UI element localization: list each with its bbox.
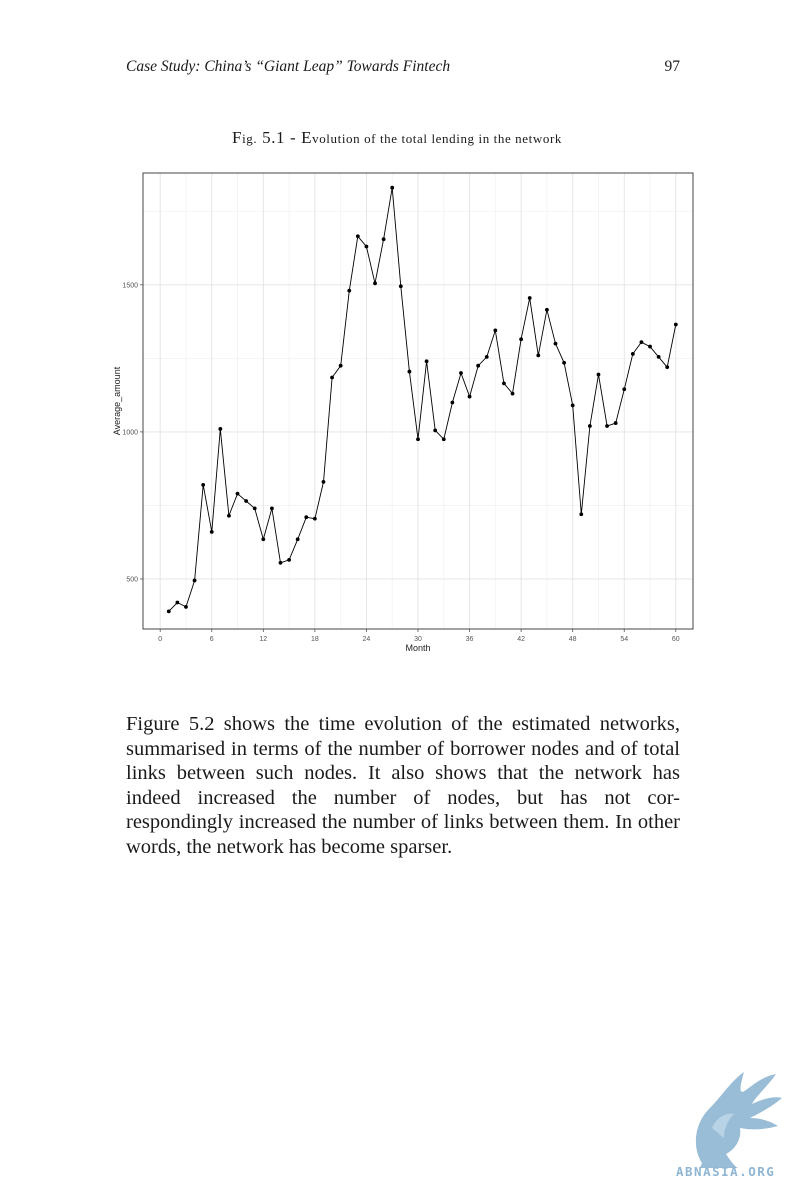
- data-point: [424, 359, 429, 364]
- data-point: [467, 394, 472, 399]
- data-point: [527, 296, 532, 300]
- caption-prefix: F: [232, 128, 243, 147]
- data-point: [493, 328, 498, 333]
- data-point: [252, 506, 257, 511]
- y-tick-label: 500: [126, 576, 138, 583]
- data-point: [459, 371, 463, 375]
- data-point: [605, 424, 609, 428]
- x-tick-label: 48: [569, 636, 577, 643]
- x-tick-label: 6: [210, 636, 214, 643]
- x-tick-label: 54: [620, 636, 628, 643]
- data-point: [321, 480, 326, 484]
- data-point: [338, 363, 343, 368]
- data-point: [166, 609, 171, 614]
- data-point: [235, 491, 240, 496]
- data-point: [579, 512, 584, 517]
- data-point: [630, 352, 635, 356]
- data-point: [433, 428, 438, 433]
- watermark-text: ABNASIA.ORG: [676, 1164, 776, 1179]
- caption-title-initial: E: [301, 128, 313, 147]
- data-point: [648, 344, 652, 349]
- data-point: [587, 424, 592, 428]
- data-point: [390, 185, 395, 190]
- data-point: [665, 365, 670, 370]
- data-point: [416, 437, 420, 442]
- data-point: [613, 421, 618, 425]
- data-point: [304, 515, 309, 520]
- data-point: [519, 337, 524, 342]
- data-point: [656, 354, 661, 359]
- y-tick-label: 1000: [122, 429, 138, 436]
- caption-number: 5.1 -: [262, 128, 302, 147]
- y-tick-label: 1500: [122, 282, 138, 289]
- abnasia-logo: [695, 1072, 782, 1168]
- data-point: [192, 578, 197, 583]
- data-point: [244, 499, 249, 503]
- data-point: [622, 387, 627, 392]
- data-point: [312, 516, 317, 521]
- data-point: [227, 513, 231, 518]
- x-tick-label: 0: [158, 636, 162, 643]
- caption-title: volution of the total lending in the net…: [312, 131, 562, 146]
- y-axis-label: Average_amount: [112, 366, 122, 435]
- figure-caption: Fig. 5.1 - Evolution of the total lendin…: [0, 128, 794, 148]
- data-point: [398, 284, 403, 289]
- data-point: [596, 372, 601, 377]
- data-point: [536, 353, 541, 358]
- data-point: [184, 605, 188, 609]
- data-point: [278, 560, 283, 565]
- data-point: [175, 600, 180, 605]
- data-point: [562, 360, 566, 365]
- data-point: [545, 307, 549, 312]
- data-point: [639, 340, 644, 345]
- data-point: [201, 482, 206, 487]
- x-tick-label: 36: [466, 636, 474, 643]
- data-point: [355, 234, 360, 239]
- data-point: [510, 391, 515, 396]
- data-points: [166, 185, 678, 614]
- data-point: [484, 354, 489, 359]
- x-axis-label: Month: [405, 643, 430, 653]
- data-point: [347, 288, 352, 293]
- running-head: Case Study: China’s “Giant Leap” Towards…: [126, 58, 680, 82]
- data-point: [407, 369, 412, 374]
- data-point: [330, 375, 334, 380]
- data-point: [673, 322, 678, 327]
- data-point: [261, 537, 266, 542]
- x-tick-label: 12: [259, 636, 267, 643]
- data-point: [553, 341, 558, 346]
- data-point: [295, 537, 300, 542]
- running-title: Case Study: China’s “Giant Leap” Towards…: [126, 58, 451, 75]
- x-tick-label: 30: [414, 636, 422, 643]
- x-tick-label: 24: [363, 636, 371, 643]
- data-point: [570, 403, 575, 408]
- data-point: [364, 244, 369, 249]
- data-point: [287, 557, 291, 562]
- data-point: [270, 506, 274, 511]
- chart-axes: 0 6 12 18 24 30 36 42 48 54 60 500 1000 1500: [122, 282, 679, 643]
- series-line: [168, 187, 677, 612]
- data-point: [441, 437, 446, 442]
- page-number: 97: [664, 58, 681, 75]
- body-paragraph: Figure 5.2 shows the time evolution of t…: [126, 713, 680, 858]
- chart-grid: [143, 173, 693, 629]
- x-tick-label: 60: [672, 636, 680, 643]
- caption-prefix-small: ig.: [242, 131, 258, 146]
- lending-chart: 0 6 12 18 24 30 36 42 48 54 60 500 1000 1500 Month Av…: [112, 172, 694, 653]
- data-point: [476, 363, 481, 368]
- data-point: [450, 400, 455, 405]
- data-point: [502, 381, 506, 386]
- x-tick-label: 18: [311, 636, 319, 643]
- data-point: [373, 281, 377, 286]
- x-tick-label: 42: [517, 636, 525, 643]
- data-point: [218, 427, 223, 431]
- data-point: [381, 237, 386, 242]
- data-point: [209, 530, 214, 534]
